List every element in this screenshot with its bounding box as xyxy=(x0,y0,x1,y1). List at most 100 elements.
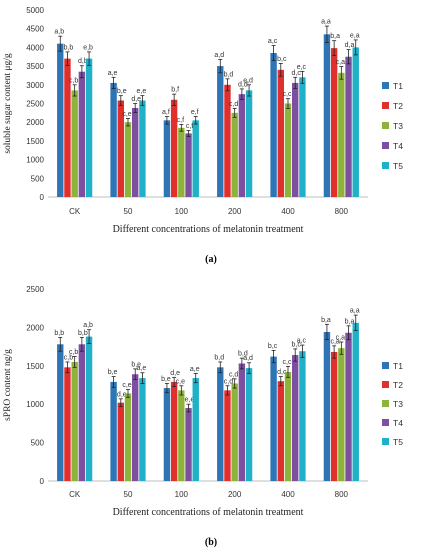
significance-label: d,c xyxy=(277,369,287,376)
bar-t4-800 xyxy=(345,56,352,197)
significance-label: b,b xyxy=(54,330,64,337)
x-tick-label: 50 xyxy=(124,207,133,216)
significance-label: c,c xyxy=(283,91,292,98)
chart-panel-2: 0 500 1000 1500 2000 2500 sPRO content ng/g Dif… xyxy=(3,285,403,548)
significance-label: a,f xyxy=(162,109,170,116)
legend-swatch-t4 xyxy=(382,419,389,426)
bar-t3-50 xyxy=(124,393,132,481)
significance-label: c,b xyxy=(69,349,78,356)
legend-label-t5: T5 xyxy=(393,161,403,171)
bar-t2-50 xyxy=(117,100,124,197)
bar-t2-800 xyxy=(330,351,338,481)
significance-label: d,a xyxy=(345,42,355,49)
significance-label: a,a xyxy=(321,19,331,26)
y-tick-label: 4000 xyxy=(26,43,44,52)
significance-label: c,e xyxy=(176,378,185,385)
bar-t3-ck xyxy=(71,90,78,197)
significance-label: a,e xyxy=(137,365,147,372)
x-tick-label: 400 xyxy=(281,207,295,216)
significance-label: b,c xyxy=(268,343,278,350)
bar-t3-50 xyxy=(124,122,132,197)
bar-t3-400 xyxy=(284,103,292,197)
significance-label: b,b xyxy=(64,44,74,51)
significance-label: b,a xyxy=(321,317,331,324)
bar-t5-ck xyxy=(85,58,93,198)
significance-label: a,e xyxy=(108,70,118,77)
significance-label: c,a xyxy=(336,59,345,66)
bar-t5-400 xyxy=(299,351,306,481)
panel-label: (a) xyxy=(205,254,217,265)
significance-label: c,f xyxy=(177,117,184,124)
significance-label: b,c xyxy=(292,341,302,348)
x-tick-label: 50 xyxy=(124,490,133,499)
bar-t2-800 xyxy=(330,48,338,198)
legend-swatch-t1 xyxy=(382,362,389,369)
bar-t2-ck xyxy=(64,367,71,481)
significance-label: c,e xyxy=(122,111,131,118)
significance-label: d,e xyxy=(131,96,141,103)
significance-label: d,c xyxy=(292,70,302,77)
bar-t1-ck xyxy=(57,43,64,197)
x-tick-label: 100 xyxy=(175,207,189,216)
y-tick-label: 3500 xyxy=(26,62,44,71)
significance-label: c,a xyxy=(330,338,339,345)
y-tick-label: 2500 xyxy=(26,100,44,109)
significance-label: b,c xyxy=(277,56,287,63)
x-tick-label: 800 xyxy=(335,490,349,499)
bar-t1-50 xyxy=(110,381,117,481)
significance-label: b,e xyxy=(131,361,141,368)
bar-t4-100 xyxy=(185,408,192,481)
bar-t5-50 xyxy=(139,100,146,197)
bar-t3-ck xyxy=(71,361,78,481)
bar-t1-100 xyxy=(163,388,171,481)
bar-t4-50 xyxy=(132,107,139,197)
significance-label: b,e xyxy=(161,376,171,383)
x-axis-title: Different concentrations of melatonin tr… xyxy=(113,224,304,235)
bar-t4-400 xyxy=(292,82,299,197)
legend-swatch-t2 xyxy=(382,102,389,109)
bar-t3-100 xyxy=(178,127,185,197)
y-axis-title: soluble sugar content μg/g xyxy=(3,53,13,154)
significance-label: c,b xyxy=(69,77,78,84)
bar-t3-200 xyxy=(231,112,238,197)
significance-label: e,b xyxy=(83,44,93,51)
x-tick-label: 400 xyxy=(281,490,295,499)
bar-t4-800 xyxy=(345,332,352,481)
bar-t5-200 xyxy=(245,90,253,197)
bar-t2-100 xyxy=(170,99,178,197)
y-tick-label: 0 xyxy=(40,477,45,486)
y-tick-label: 500 xyxy=(31,174,45,183)
legend-swatch-t3 xyxy=(382,400,389,407)
legend-swatch-t5 xyxy=(382,162,389,169)
significance-label: c,a xyxy=(336,334,345,341)
y-tick-label: 0 xyxy=(40,193,45,202)
significance-label: a,b xyxy=(83,322,93,329)
bar-t4-50 xyxy=(132,374,139,481)
y-tick-label: 2500 xyxy=(26,285,44,294)
bar-t2-50 xyxy=(117,402,124,481)
x-tick-label: 200 xyxy=(228,490,242,499)
significance-label: b,b xyxy=(78,330,88,337)
significance-label: e,a xyxy=(350,32,360,39)
significance-label: a,e xyxy=(190,366,200,373)
y-tick-label: 2000 xyxy=(26,118,44,127)
x-tick-label: 200 xyxy=(228,207,242,216)
bar-t1-50 xyxy=(110,82,117,197)
y-tick-label: 1500 xyxy=(26,362,44,371)
bar-t5-400 xyxy=(299,77,306,197)
legend-label-t2: T2 xyxy=(393,380,403,390)
significance-label: e,d xyxy=(243,77,253,84)
bar-t4-ck xyxy=(78,71,86,197)
y-tick-label: 1000 xyxy=(26,156,44,165)
bar-t5-100 xyxy=(192,120,199,197)
y-tick-label: 2000 xyxy=(26,323,44,332)
legend-label-t2: T2 xyxy=(393,101,403,111)
y-tick-label: 1500 xyxy=(26,137,44,146)
bar-t1-400 xyxy=(270,356,277,481)
bar-t5-800 xyxy=(352,47,359,198)
significance-label: c,b xyxy=(64,354,73,361)
significance-label: b,d xyxy=(238,351,248,358)
legend-swatch-t2 xyxy=(382,381,389,388)
bar-t1-100 xyxy=(163,120,171,197)
legend-swatch-t4 xyxy=(382,142,389,149)
